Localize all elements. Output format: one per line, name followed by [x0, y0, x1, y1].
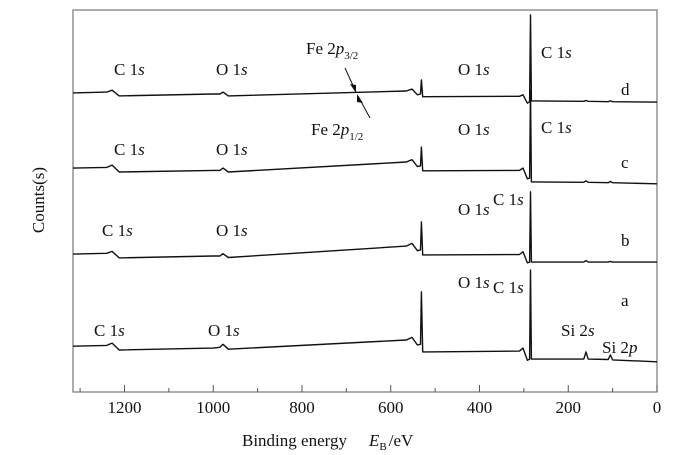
annotation-c-c1s-auger: C 1s — [114, 140, 145, 159]
plot-frame — [72, 9, 658, 393]
annotation-a-o1s-auger: O 1s — [208, 321, 240, 340]
spectrum-line-d — [72, 14, 658, 104]
series-label-b: b — [621, 231, 630, 250]
annotation-si2p: Si 2p — [602, 338, 637, 357]
annotation-d-o1s: O 1s — [458, 60, 490, 79]
spectra-lines — [72, 14, 658, 363]
fe2p12-arrowhead — [357, 94, 363, 103]
x-tick-label: 1000 — [196, 398, 230, 417]
x-tick-label: 1200 — [107, 398, 141, 417]
fe2p32-arrowhead — [350, 84, 356, 93]
annotation-fe2p12: Fe 2p1/2 — [311, 120, 363, 143]
x-tick-label: 200 — [555, 398, 581, 417]
spectrum-line-a — [72, 269, 658, 363]
annotation-d-c1s-auger: C 1s — [114, 60, 145, 79]
annotation-b-c1s-auger: C 1s — [102, 221, 133, 240]
spectrum-line-c — [72, 89, 658, 185]
annotation-c-o1s: O 1s — [458, 120, 490, 139]
annotation-c-o1s-auger: O 1s — [216, 140, 248, 159]
x-tick-label: 800 — [289, 398, 315, 417]
annotation-fe2p32: Fe 2p3/2 — [306, 39, 358, 62]
series-label-c: c — [621, 153, 629, 172]
x-axis-ticks: 1200 1000 800 600 400 200 0 — [79, 385, 662, 417]
annotation-c-c1s: C 1s — [541, 118, 572, 137]
annotation-a-c1s: C 1s — [493, 278, 524, 297]
annotation-si2s: Si 2s — [561, 321, 595, 340]
x-axis-label: Binding energy EB/eV — [242, 431, 414, 453]
annotation-b-o1s-auger: O 1s — [216, 221, 248, 240]
x-tick-label: 0 — [653, 398, 662, 417]
series-label-a: a — [621, 291, 629, 310]
annotation-d-c1s: C 1s — [541, 43, 572, 62]
annotation-a-o1s: O 1s — [458, 273, 490, 292]
annotation-a-c1s-auger: C 1s — [94, 321, 125, 340]
annotation-b-o1s: O 1s — [458, 200, 490, 219]
x-tick-label: 600 — [378, 398, 404, 417]
spectrum-line-b — [72, 191, 657, 264]
y-axis-label: Counts(s) — [29, 167, 48, 233]
x-tick-label: 400 — [467, 398, 493, 417]
annotation-d-o1s-auger: O 1s — [216, 60, 248, 79]
series-label-d: d — [621, 80, 630, 99]
annotation-b-c1s: C 1s — [493, 190, 524, 209]
